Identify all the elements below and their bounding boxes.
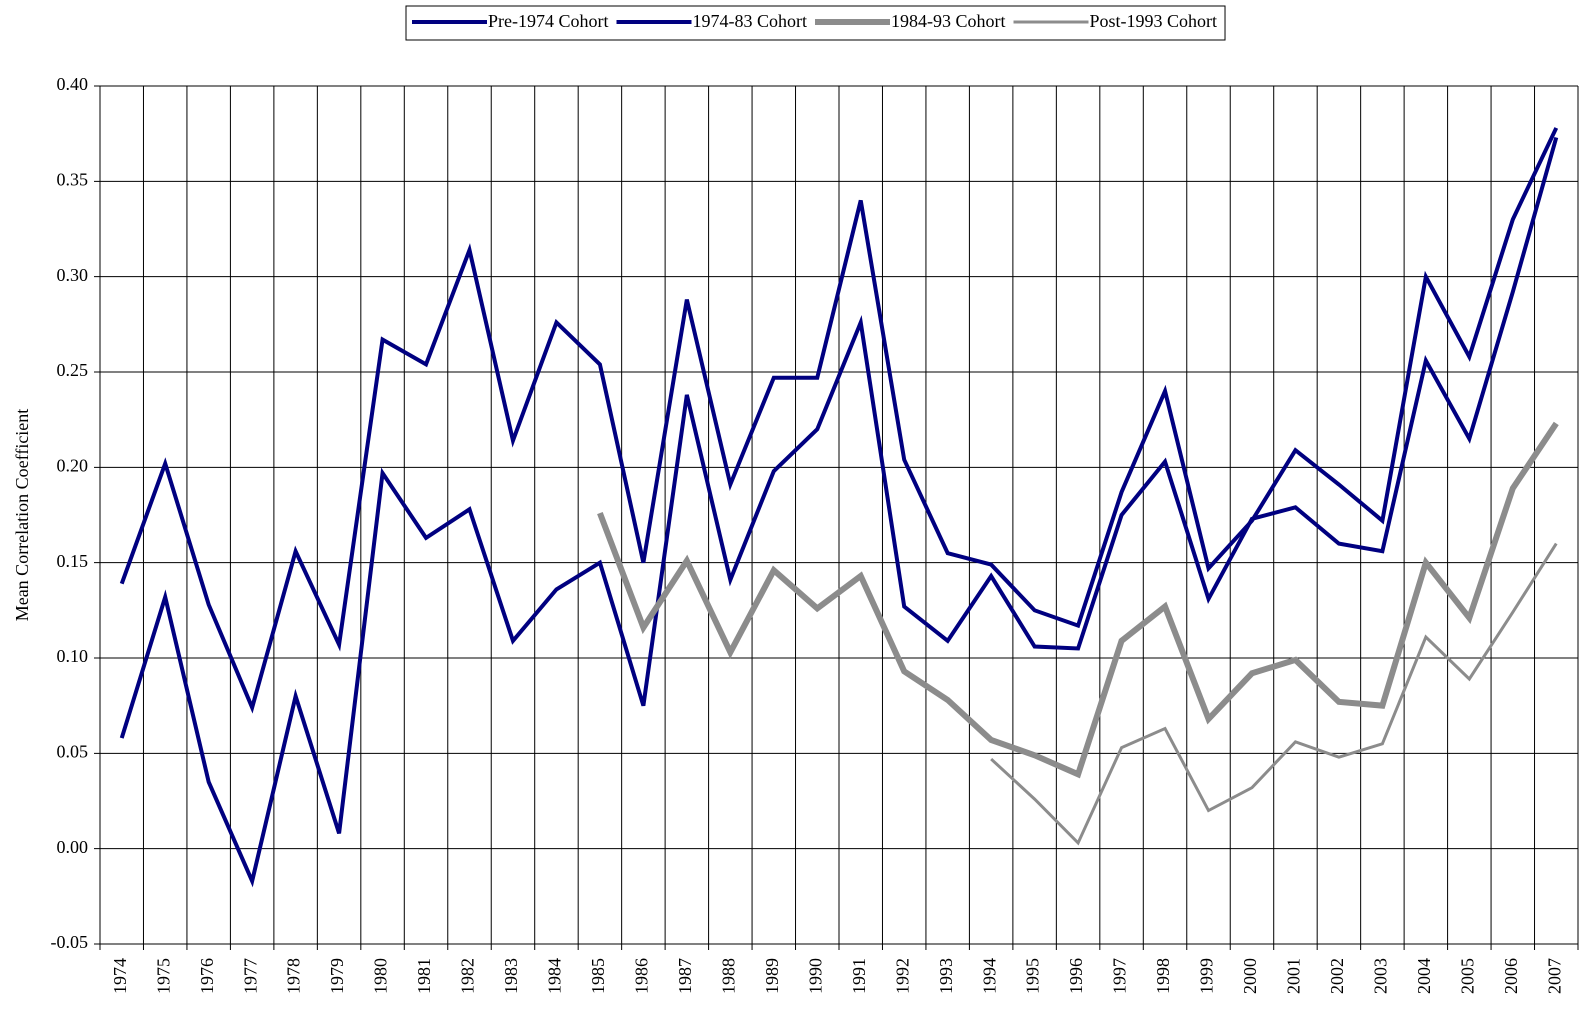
x-tick-label: 1991 xyxy=(849,958,869,994)
x-tick-label: 2006 xyxy=(1501,958,1521,994)
x-tick-label: 1998 xyxy=(1153,958,1173,994)
y-tick-label: 0.05 xyxy=(57,741,89,761)
y-tick-label: 0.15 xyxy=(57,551,89,571)
x-tick-label: 2003 xyxy=(1371,958,1391,994)
x-tick-label: 2000 xyxy=(1240,958,1260,994)
legend-label: 1984-93 Cohort xyxy=(891,11,1006,31)
x-tick-label: 1986 xyxy=(632,958,652,994)
x-tick-label: 1984 xyxy=(545,958,565,994)
x-tick-label: 2007 xyxy=(1544,958,1564,994)
y-tick-label: -0.05 xyxy=(51,932,89,952)
x-tick-label: 1988 xyxy=(718,958,738,994)
y-tick-label: 0.20 xyxy=(57,455,89,475)
legend-label: 1974-83 Cohort xyxy=(693,11,808,31)
y-tick-label: 0.25 xyxy=(57,360,89,380)
x-tick-label: 1979 xyxy=(327,958,347,994)
x-tick-label: 2001 xyxy=(1284,958,1304,994)
x-tick-label: 1994 xyxy=(979,958,999,994)
series-line xyxy=(597,421,1559,779)
x-tick-label: 1997 xyxy=(1110,958,1130,994)
series-line xyxy=(119,136,1559,888)
x-tick-label: 1985 xyxy=(588,958,608,994)
legend-label: Pre-1974 Cohort xyxy=(488,11,609,31)
x-tick-label: 1993 xyxy=(936,958,956,994)
x-tick-label: 1987 xyxy=(675,958,695,994)
x-tick-label: 1992 xyxy=(892,958,912,994)
x-tick-label: 1981 xyxy=(414,958,434,994)
x-tick-label: 2004 xyxy=(1414,958,1434,994)
series-line xyxy=(119,127,1559,714)
x-tick-label: 1999 xyxy=(1197,958,1217,994)
series-line xyxy=(990,542,1558,846)
x-tick-label: 1975 xyxy=(153,958,173,994)
x-tick-label: 1995 xyxy=(1023,958,1043,994)
x-tick-label: 1982 xyxy=(458,958,478,994)
x-tick-label: 2005 xyxy=(1457,958,1477,994)
x-tick-label: 1980 xyxy=(371,958,391,994)
x-tick-label: 1990 xyxy=(805,958,825,994)
x-tick-label: 1996 xyxy=(1066,958,1086,994)
y-tick-label: 0.35 xyxy=(57,169,89,189)
x-tick-label: 2002 xyxy=(1327,958,1347,994)
y-tick-label: 0.00 xyxy=(57,837,89,857)
y-tick-label: 0.30 xyxy=(57,265,89,285)
x-tick-label: 1976 xyxy=(197,958,217,994)
x-tick-label: 1974 xyxy=(110,958,130,994)
x-tick-label: 1989 xyxy=(762,958,782,994)
y-axis-title: Mean Correlation Coefficient xyxy=(12,409,32,622)
x-tick-label: 1983 xyxy=(501,958,521,994)
x-tick-label: 1978 xyxy=(284,958,304,994)
legend-label: Post-1993 Cohort xyxy=(1090,11,1218,31)
y-tick-label: 0.10 xyxy=(57,646,89,666)
y-tick-label: 0.40 xyxy=(57,74,89,94)
x-tick-label: 1977 xyxy=(240,958,260,994)
